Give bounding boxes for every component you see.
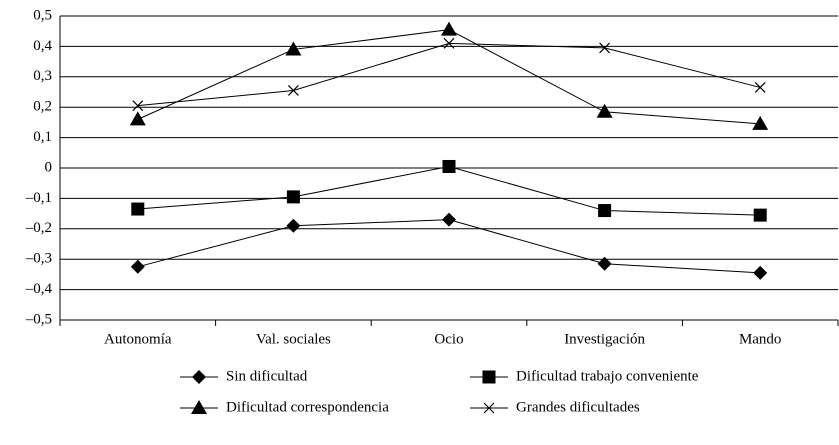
y-tick-label: 0,5 <box>33 7 52 23</box>
y-tick-label: –0,1 <box>25 190 52 206</box>
legend-label: Grandes dificultades <box>516 399 640 415</box>
y-tick-label: 0,1 <box>33 129 52 145</box>
y-tick-label: –0,4 <box>25 281 53 297</box>
y-tick-label: –0,5 <box>25 311 52 327</box>
data-point <box>754 82 766 93</box>
y-tick-label: 0,4 <box>33 38 52 54</box>
data-point <box>442 159 456 173</box>
data-point <box>442 212 456 227</box>
x-tick-label: Mando <box>739 331 782 347</box>
data-point <box>286 218 301 233</box>
legend-marker <box>482 370 496 384</box>
series-line <box>137 42 761 107</box>
x-tick-label: Autonomía <box>104 331 172 347</box>
data-point <box>597 256 612 271</box>
data-point <box>753 208 767 222</box>
data-point <box>441 21 457 36</box>
legend-label: Dificultad correspondencia <box>226 399 389 415</box>
data-point <box>286 190 300 204</box>
y-tick-label: 0,2 <box>33 99 52 115</box>
data-point <box>132 100 144 112</box>
x-tick-label: Val. sociales <box>256 331 331 347</box>
data-point <box>129 111 146 126</box>
y-tick-label: 0 <box>45 159 53 175</box>
x-tick-label: Investigación <box>564 331 645 347</box>
legend-marker <box>191 400 207 414</box>
data-point <box>287 85 299 96</box>
data-point <box>598 204 612 218</box>
x-tick-label: Ocio <box>434 331 463 347</box>
y-tick-label: 0,3 <box>33 68 52 84</box>
y-tick-label: –0,2 <box>25 220 52 236</box>
data-point <box>752 115 769 130</box>
data-point <box>130 259 145 274</box>
data-point <box>599 42 611 54</box>
y-tick-label: –0,3 <box>25 251 52 267</box>
series-line <box>137 165 761 216</box>
legend-label: Dificultad trabajo conveniente <box>516 368 699 384</box>
data-point <box>131 202 145 216</box>
series-line <box>137 219 761 274</box>
data-point <box>596 103 613 118</box>
legend-marker <box>192 370 206 384</box>
data-point <box>443 37 455 49</box>
data-point <box>753 265 768 280</box>
data-point <box>285 41 302 56</box>
legend-marker <box>483 402 495 414</box>
legend-label: Sin dificultad <box>226 368 308 384</box>
